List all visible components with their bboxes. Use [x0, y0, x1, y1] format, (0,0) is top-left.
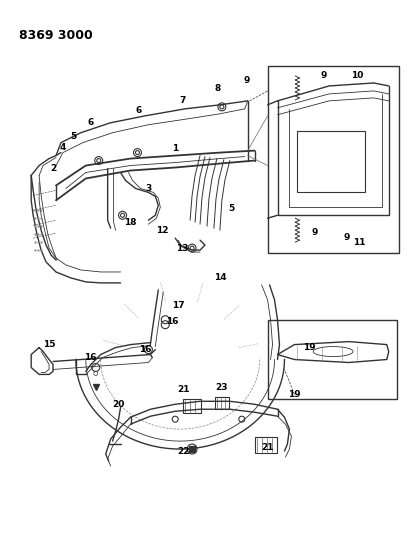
Bar	[254, 437, 276, 453]
Text: 11: 11	[352, 238, 364, 247]
Text: 16: 16	[166, 317, 178, 326]
Text: 12: 12	[156, 225, 168, 235]
Text: 9: 9	[343, 232, 349, 241]
Text: 8: 8	[214, 84, 220, 93]
Text: 14: 14	[213, 273, 226, 282]
Text: 16: 16	[84, 353, 97, 362]
Text: 15: 15	[43, 340, 55, 349]
Text: 5: 5	[70, 132, 76, 141]
Text: 6: 6	[135, 106, 141, 115]
Text: 20: 20	[112, 400, 124, 409]
Text: 22: 22	[176, 447, 189, 456]
Text: 4: 4	[60, 143, 66, 152]
Text: 19: 19	[288, 390, 300, 399]
Bar	[183, 399, 200, 413]
Text: 21: 21	[176, 385, 189, 394]
Text: 2: 2	[50, 164, 56, 173]
Text: 1: 1	[172, 144, 178, 153]
Text: 21: 21	[261, 442, 273, 451]
Bar	[267, 66, 398, 253]
Text: 9: 9	[310, 228, 317, 237]
Bar	[214, 397, 228, 409]
Text: 3: 3	[145, 184, 151, 193]
Text: 18: 18	[124, 218, 137, 227]
Text: 5: 5	[228, 204, 234, 213]
Text: 16: 16	[139, 345, 151, 354]
Text: 6: 6	[88, 118, 94, 127]
Text: 17: 17	[171, 301, 184, 310]
Text: 10: 10	[350, 71, 362, 80]
Text: 19: 19	[302, 343, 315, 352]
Text: 13: 13	[175, 244, 188, 253]
Text: 23: 23	[215, 383, 227, 392]
Bar	[267, 320, 396, 399]
Text: 9: 9	[243, 76, 249, 85]
Bar	[297, 131, 364, 192]
Text: 7: 7	[179, 96, 185, 106]
Text: 8369 3000: 8369 3000	[19, 29, 93, 42]
Text: 9: 9	[320, 71, 326, 80]
